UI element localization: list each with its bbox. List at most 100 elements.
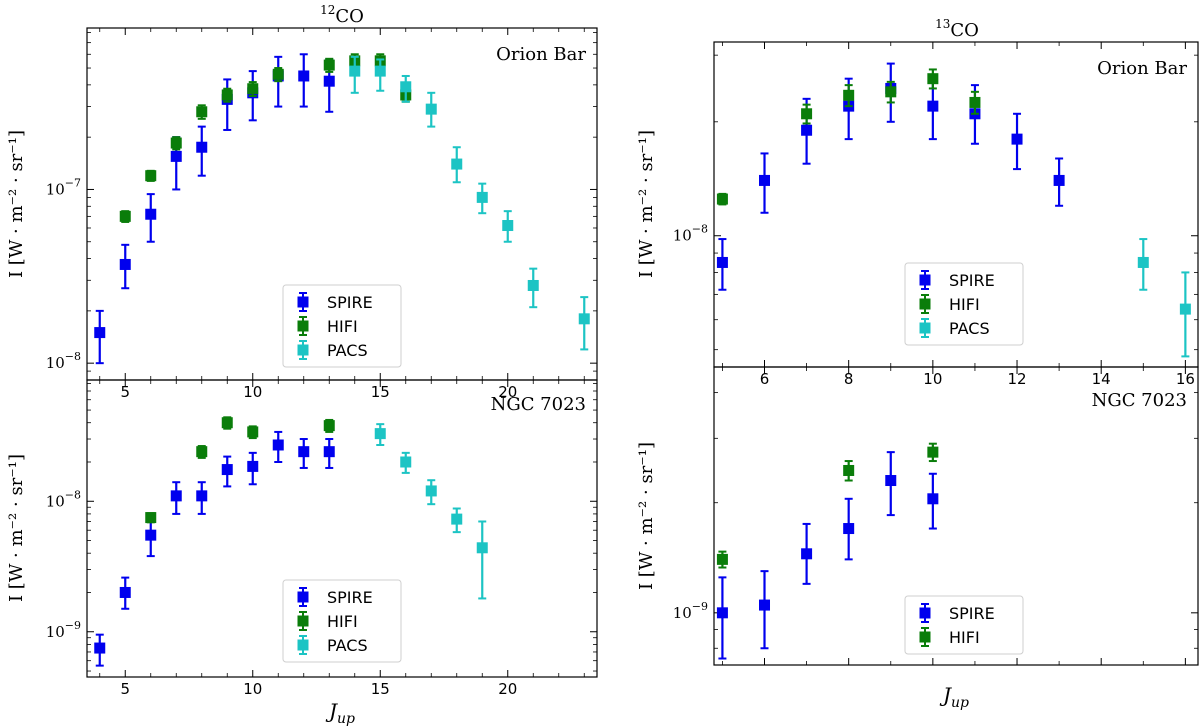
data-point xyxy=(221,87,233,103)
axis-ticks: 6 8 10 12 14 16 10−8 xyxy=(673,42,1198,388)
marker xyxy=(272,68,284,80)
y-axis-label: I [W · m⁻² · sr⁻¹] xyxy=(6,454,27,602)
data-point xyxy=(119,210,131,223)
legend-marker xyxy=(919,631,931,643)
x-axis-label: Jup xyxy=(325,699,355,727)
marker xyxy=(801,548,813,560)
data-point xyxy=(221,455,233,488)
plot-area xyxy=(713,366,1199,666)
x-tick-label: 10 xyxy=(923,370,942,388)
x-tick-label: 20 xyxy=(498,383,517,401)
x-tick-label: 5 xyxy=(120,680,130,698)
legend-label: PACS xyxy=(949,319,990,338)
series-pacs xyxy=(374,423,488,600)
legend-entry-hifi: HIFI xyxy=(919,294,980,314)
marker xyxy=(1011,133,1023,145)
marker xyxy=(425,103,437,115)
marker xyxy=(247,426,259,438)
data-point xyxy=(323,57,335,73)
marker xyxy=(716,553,728,565)
marker xyxy=(196,106,208,118)
marker xyxy=(476,542,488,554)
marker xyxy=(425,485,437,497)
legend: SPIRE HIFI PACS xyxy=(904,262,1024,346)
legend-entry-hifi: HIFI xyxy=(297,611,358,631)
axis-ticks: 5 10 15 20 10−9 10−8 xyxy=(46,380,597,698)
data-point xyxy=(451,146,463,184)
marker xyxy=(374,65,386,77)
panel-title-13co: 13CO xyxy=(935,17,979,41)
data-point xyxy=(502,210,514,243)
data-point xyxy=(247,451,259,486)
marker xyxy=(145,529,157,541)
marker xyxy=(801,124,813,136)
marker xyxy=(716,256,728,268)
legend-entry-pacs: PACS xyxy=(297,340,368,360)
series-hifi xyxy=(119,53,412,223)
x-tick-label: 15 xyxy=(371,383,390,401)
data-point xyxy=(170,136,182,151)
marker xyxy=(476,191,488,203)
marker xyxy=(221,89,233,101)
data-point xyxy=(119,576,131,610)
data-point xyxy=(247,81,259,98)
x-tick-label: 10 xyxy=(243,383,262,401)
marker xyxy=(323,59,335,71)
marker xyxy=(843,464,855,476)
data-point xyxy=(374,58,386,92)
legend-marker xyxy=(297,344,309,356)
marker xyxy=(801,108,813,120)
data-point xyxy=(400,74,412,103)
data-point xyxy=(885,80,897,104)
data-point xyxy=(1137,238,1149,291)
data-point xyxy=(400,451,412,474)
data-point xyxy=(716,192,728,206)
data-point xyxy=(969,90,981,115)
data-point xyxy=(170,481,182,515)
data-point xyxy=(298,53,310,108)
panel-label-ngc-7023: NGC 7023 xyxy=(491,394,586,415)
legend-box xyxy=(282,284,402,368)
x-tick-label: 5 xyxy=(120,383,130,401)
data-point xyxy=(145,518,157,558)
y-axis-label: I [W · m⁻² · sr⁻¹] xyxy=(636,130,657,278)
data-point xyxy=(196,481,208,515)
marker xyxy=(145,170,157,182)
data-point xyxy=(885,451,897,517)
marker xyxy=(1179,303,1191,315)
y-axis-label: I [W · m⁻² · sr⁻¹] xyxy=(6,130,27,278)
legend-label: HIFI xyxy=(327,612,358,631)
data-point xyxy=(801,522,813,585)
marker xyxy=(247,460,259,472)
data-point xyxy=(247,425,259,440)
panel-label-orion-bar: Orion Bar xyxy=(1097,58,1187,79)
legend-entry-hifi: HIFI xyxy=(297,316,358,336)
data-point xyxy=(527,267,539,309)
marker xyxy=(759,174,771,186)
data-point xyxy=(298,438,310,469)
data-point xyxy=(221,78,233,131)
data-point xyxy=(843,460,855,482)
y-tick-label: 10−7 xyxy=(46,176,81,198)
marker xyxy=(119,258,131,270)
panel-13co-ngc-7023: NGC 7023 I [W · m⁻² · sr⁻¹] Jup 10−9 SPI… xyxy=(636,366,1199,711)
y-tick-label: 10−8 xyxy=(46,350,81,372)
marker xyxy=(298,446,310,458)
legend-entry-spire: SPIRE xyxy=(919,603,995,623)
marker xyxy=(145,512,157,524)
legend-label: HIFI xyxy=(327,317,358,336)
series-pacs xyxy=(1137,238,1191,358)
marker xyxy=(145,208,157,220)
data-point xyxy=(272,67,284,83)
legend-marker xyxy=(297,615,309,627)
data-point xyxy=(425,91,437,128)
data-point xyxy=(801,103,813,125)
marker xyxy=(170,137,182,149)
data-point xyxy=(451,507,463,534)
y-tick-label: 10−9 xyxy=(673,600,708,622)
legend-marker xyxy=(919,274,931,286)
data-point xyxy=(272,430,284,463)
legend-box xyxy=(904,595,1024,655)
panel-label-ngc-7023: NGC 7023 xyxy=(1092,390,1187,411)
legend-label: HIFI xyxy=(949,628,980,647)
